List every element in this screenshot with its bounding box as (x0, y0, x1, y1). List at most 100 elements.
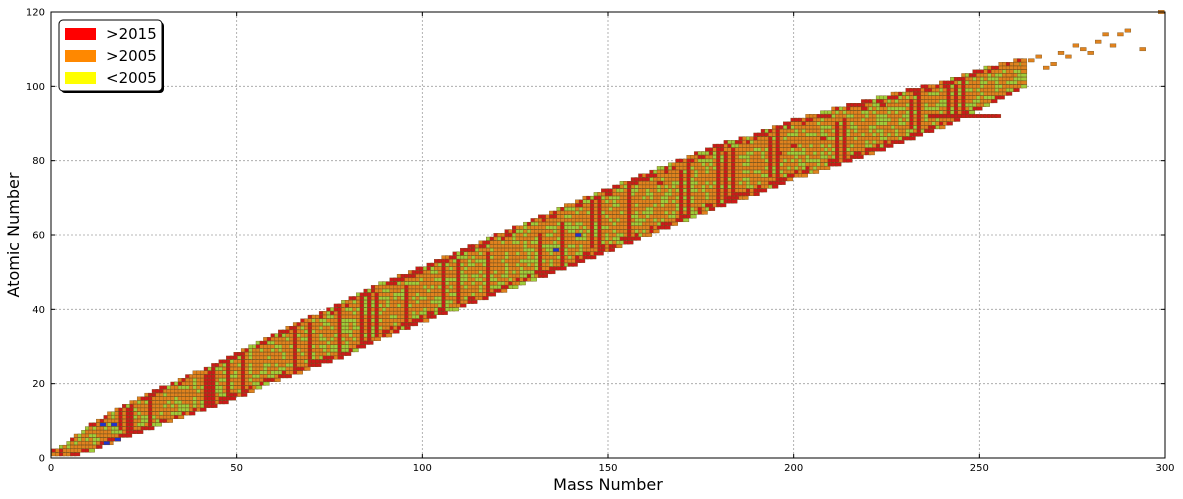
nuclide-cell (304, 366, 311, 371)
y-tick-label: 120 (26, 8, 45, 19)
nuclide-cell (812, 169, 820, 174)
nuclide-cell (177, 415, 185, 420)
nuclide-cell (760, 188, 768, 193)
nuclide-cell (441, 311, 448, 315)
nuclide-cell (530, 277, 537, 282)
nuclide-cell (541, 273, 549, 278)
nuclide-cell (452, 307, 459, 312)
nuclide-cell (879, 103, 886, 107)
nuclide-cell (285, 374, 292, 379)
x-tick-label: 50 (230, 463, 243, 474)
nuclide-cell (552, 247, 560, 252)
nuclide-cell (671, 221, 678, 226)
nuclide-cell (1028, 58, 1035, 63)
nuclide-cell (99, 422, 107, 427)
nuclide-cell (779, 181, 786, 185)
nuclide-cell (560, 266, 567, 271)
y-tick-label: 60 (32, 231, 45, 242)
nuclide-cell (801, 173, 808, 178)
x-axis-label: Mass Number (553, 475, 663, 494)
nuclide-cell (385, 333, 393, 338)
nuclide-cell (1020, 80, 1028, 85)
nuclide-cell (1020, 58, 1028, 63)
nuclide-cell (471, 300, 478, 304)
nuclide-cell (656, 181, 664, 185)
nuclide-cell (200, 407, 207, 412)
nuclide-cell (248, 389, 255, 393)
y-axis-label: Atomic Number (4, 172, 23, 297)
nuclide-cell (868, 151, 875, 156)
nuclide-cell (519, 281, 526, 286)
nuclide-cell (1057, 50, 1065, 55)
nuclide-cell (608, 247, 615, 252)
legend-entry-label: >2015 (106, 25, 157, 43)
legend-swatch (65, 28, 96, 40)
nuclide-cell (823, 166, 831, 170)
x-tick-label: 0 (48, 463, 54, 474)
nuclide-cell (578, 259, 586, 263)
nuclide-cell (1020, 84, 1028, 89)
nuclide-cell (460, 303, 467, 308)
nuclide-cell (645, 233, 652, 237)
nuclide-cell (1102, 32, 1109, 37)
nuclide-cell (1005, 91, 1013, 96)
nuclide-cell (653, 229, 660, 234)
nuclide-cell (1124, 28, 1132, 33)
nuclide-cell (88, 448, 95, 453)
nuclide-cell (701, 210, 708, 215)
x-tick-label: 100 (413, 463, 432, 474)
nuclide-cell (627, 240, 634, 245)
nuclide-cell (571, 262, 578, 267)
nuclide-cell (1005, 73, 1013, 78)
nuclide-cell (790, 143, 797, 148)
nuclide-cell (500, 288, 508, 293)
legend-swatch (65, 72, 96, 84)
nuclide-cell (742, 195, 749, 200)
nuclide-cell (222, 400, 229, 405)
nuclide-cell (344, 352, 352, 356)
nuclide-cell (1020, 62, 1028, 66)
nuclide-cell (575, 233, 582, 237)
nuclide-cell (1013, 62, 1020, 66)
nuclide-cell (861, 106, 868, 111)
nuclide-cell (953, 117, 961, 122)
nuclide-cell (125, 433, 133, 438)
nuclide-cell (927, 129, 935, 133)
nuclide-cell (976, 106, 983, 111)
nuclide-cell (430, 314, 437, 319)
nuclide-cell (991, 99, 998, 104)
nuclide-cell (296, 370, 303, 375)
y-tick-label: 0 (39, 454, 45, 465)
nuclide-cell (1109, 43, 1117, 48)
nuclide-cell (1117, 32, 1124, 37)
nuclide-cell (337, 355, 344, 360)
nuclide-cell (664, 225, 671, 230)
nuclide-cell (887, 143, 894, 148)
nuclide-cell (998, 95, 1005, 100)
nuclide-cell (1050, 62, 1057, 66)
x-tick-label: 200 (784, 463, 803, 474)
nuclide-cell (1095, 39, 1102, 44)
nuclide-cell (136, 430, 144, 434)
nuclide-cell (909, 136, 916, 141)
nuclide-cell (968, 110, 976, 115)
nuclide-cell (939, 125, 946, 130)
nuclide-cell (352, 348, 359, 353)
nuclide-cell (326, 359, 333, 364)
x-tick-label: 150 (598, 463, 617, 474)
nuclide-cell (835, 162, 842, 167)
nuclide-cell (482, 296, 489, 301)
nuclide-cell (1013, 88, 1020, 92)
nuclide-cell (489, 292, 497, 297)
nuclide-cell (719, 203, 727, 208)
nuclide-cell (879, 147, 886, 152)
nuclide-cell (690, 214, 697, 219)
y-tick-label: 20 (32, 379, 45, 390)
nuclide-cell (634, 236, 641, 241)
nuclide-cell (211, 404, 218, 408)
nuclide-cell (359, 344, 367, 349)
nuclide-cell (946, 121, 953, 126)
nuclide-cell (857, 155, 864, 159)
nuclide-cell (263, 381, 270, 386)
